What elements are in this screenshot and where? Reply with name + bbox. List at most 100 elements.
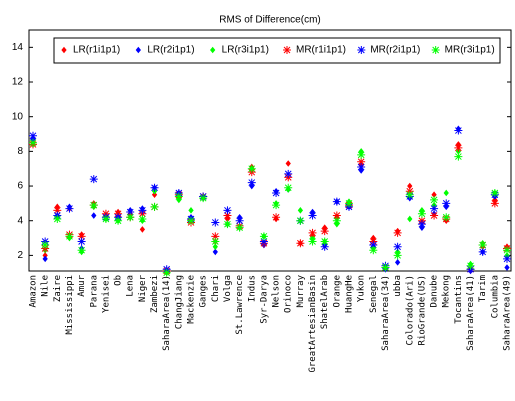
legend-marker — [283, 46, 291, 54]
y-tick-label: 4 — [17, 215, 23, 226]
point — [42, 255, 48, 263]
point — [187, 216, 195, 225]
x-tick-label: Niger — [138, 274, 148, 302]
y-tick-label: 14 — [12, 42, 24, 53]
x-tick-label: Mackenzie — [187, 275, 197, 324]
point — [212, 243, 218, 251]
point — [332, 216, 341, 225]
legend-marker — [210, 46, 216, 54]
point — [53, 206, 62, 215]
x-tick-label: St.Lawrence — [235, 275, 245, 335]
y-tick-label: 8 — [17, 146, 23, 157]
point — [235, 216, 244, 225]
point — [223, 206, 232, 215]
x-tick-label: Murray — [296, 274, 306, 307]
point — [126, 208, 135, 217]
point — [407, 215, 413, 223]
x-tick-label: Syr-Darya — [259, 275, 269, 324]
x-tick-label: Parana — [89, 275, 99, 308]
point — [393, 242, 402, 251]
legend-box — [53, 37, 501, 64]
legend-label: MR(r3i1p1) — [445, 45, 495, 56]
legend-marker — [431, 46, 440, 54]
x-tick-label: HuangHe — [345, 275, 355, 313]
legend-label: LR(r1i1p1) — [73, 45, 120, 56]
x-tick-label: Tarim — [478, 275, 488, 302]
x-tick-label: Volga — [223, 275, 233, 302]
legend-marker — [135, 46, 141, 54]
point — [345, 199, 353, 208]
point — [297, 207, 304, 214]
point — [442, 213, 451, 222]
point — [393, 251, 402, 260]
point — [138, 206, 147, 215]
point — [272, 201, 281, 210]
point — [490, 188, 499, 197]
point — [332, 197, 341, 206]
point — [478, 247, 487, 256]
point — [138, 214, 147, 223]
x-tick-label: Columbia — [490, 275, 500, 318]
point — [211, 237, 220, 246]
point — [272, 213, 281, 222]
x-tick-label: Mekong — [442, 275, 452, 308]
x-tick-label: ChangJiang — [174, 275, 184, 329]
point — [490, 199, 499, 208]
x-tick-label: Orinoco — [284, 275, 294, 313]
x-tick-label: Colorado(Ari) — [405, 275, 415, 345]
x-tick-label: Ob — [114, 275, 124, 286]
x-tick-label: Tocantins — [454, 275, 464, 324]
point — [417, 209, 426, 218]
point — [357, 162, 366, 171]
point — [369, 246, 378, 255]
point — [272, 188, 281, 197]
legend-marker — [61, 46, 67, 54]
point — [199, 194, 208, 203]
point — [308, 228, 317, 237]
x-tick-label: Mississippi — [65, 275, 75, 335]
x-tick-label: Chari — [211, 275, 221, 302]
x-tick-label: Orange — [332, 275, 342, 308]
point — [114, 216, 123, 225]
point — [101, 214, 110, 223]
point — [454, 152, 463, 161]
point — [308, 237, 317, 246]
x-tick-label: Senegal — [369, 275, 379, 313]
x-tick-label: SaharaArea(41) — [466, 275, 476, 351]
point — [357, 150, 366, 159]
point — [478, 240, 487, 249]
x-tick-label: RioGrande(US) — [417, 275, 427, 345]
point — [89, 175, 98, 184]
legend-label: LR(r3i1p1) — [222, 45, 269, 56]
plot-frame — [28, 29, 512, 272]
x-tick-label: SaharaArea(49) — [503, 275, 513, 351]
point — [442, 199, 451, 208]
point — [284, 169, 293, 178]
point — [211, 232, 220, 241]
point — [188, 207, 194, 214]
point — [393, 228, 402, 237]
point — [29, 131, 37, 140]
legend-label: MR(r2i1p1) — [370, 45, 420, 56]
x-tick-label: Zaire — [53, 275, 63, 302]
x-tick-label: ubba — [393, 275, 403, 297]
y-tick-label: 10 — [12, 111, 24, 122]
point — [369, 240, 378, 249]
point — [320, 242, 329, 251]
x-tick-label: Amazon — [29, 275, 39, 308]
point — [89, 201, 98, 210]
point — [284, 183, 293, 192]
point — [65, 204, 74, 213]
x-tick-label: Zambezi — [150, 275, 160, 313]
point — [77, 237, 86, 246]
point — [151, 191, 158, 199]
x-tick-label: Yenisei — [101, 275, 111, 313]
point — [211, 218, 220, 227]
legend-label: MR(r1i1p1) — [296, 45, 346, 56]
point — [247, 164, 256, 173]
point — [296, 239, 305, 248]
point — [320, 227, 329, 236]
point — [212, 248, 218, 256]
point — [332, 211, 341, 220]
